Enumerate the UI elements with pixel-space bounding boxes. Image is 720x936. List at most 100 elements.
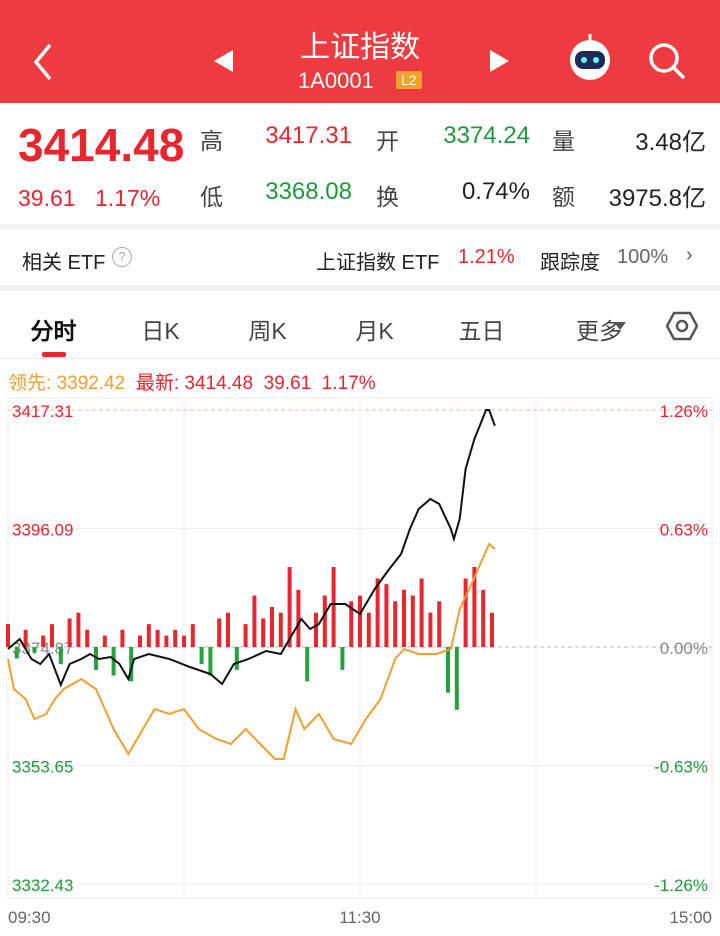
latest-pct: 1.17% [321, 373, 376, 394]
volume-bar [296, 589, 301, 647]
tab-indicator [42, 352, 66, 357]
volume-bar [138, 635, 142, 647]
volume-bar [305, 647, 310, 682]
badge: L2 [396, 71, 422, 89]
volume-bar [67, 618, 72, 647]
tab[interactable]: 分时 [30, 318, 77, 344]
chevron[interactable]: › [686, 244, 693, 266]
volume-bar [331, 567, 336, 647]
stat-value: 3417.31 [265, 122, 352, 149]
volume-bar [402, 589, 406, 647]
stat-value: 3374.24 [443, 122, 530, 149]
more-arrow [614, 322, 626, 330]
help-icon[interactable]: ? [112, 247, 132, 267]
y2-tick-label: 0.63% [660, 521, 708, 540]
track-value: 100% [617, 246, 669, 268]
etf-label: 相关 ETF [22, 252, 106, 274]
volume-bar [446, 647, 450, 693]
volume-bar [190, 624, 195, 647]
etf-pct: 1.21% [458, 246, 515, 268]
y-tick-label: 3417.31 [12, 402, 73, 421]
volume-bar [393, 601, 398, 647]
stat-label: 换 [376, 184, 399, 210]
y-tick-label: 3332.43 [12, 876, 73, 895]
latest-change: 39.61 [263, 373, 312, 394]
volume-bar [314, 612, 318, 647]
tab[interactable]: 周K [248, 318, 287, 344]
stat-value: 3975.8亿 [608, 185, 706, 212]
volume-bar [481, 589, 486, 647]
divider [0, 358, 720, 359]
volume-bar [50, 624, 54, 647]
code: 1A0001 [298, 68, 374, 93]
volume-bar [287, 567, 292, 647]
y2-tick-label: -1.26% [654, 876, 708, 895]
volume-bar [155, 629, 160, 647]
volume-bar [102, 635, 107, 647]
back-button[interactable] [33, 43, 52, 81]
volume-bar [199, 647, 204, 665]
search-button[interactable] [649, 43, 686, 80]
title: 上证指数 [300, 31, 420, 64]
volume-bar [182, 635, 186, 647]
volume-bar [14, 647, 19, 659]
volume-bar [23, 629, 28, 647]
stat-value: 3368.08 [265, 178, 352, 205]
header: 上证指数 1A0001 L2 [0, 0, 720, 103]
volume-bar [340, 647, 345, 670]
volume-bar [252, 595, 257, 647]
x-tick-label: 09:30 [8, 908, 51, 927]
y2-tick-label: 1.26% [660, 402, 708, 421]
volume-bar [164, 635, 169, 647]
stat-label: 开 [376, 128, 399, 154]
volume-bar [261, 618, 266, 647]
y-tick-label: 3396.09 [12, 521, 73, 540]
divider [0, 285, 720, 291]
volume-bar [120, 629, 125, 647]
stat-label: 额 [552, 184, 575, 210]
robot-icon[interactable] [570, 34, 610, 80]
lead-value: 3392.42 [56, 373, 126, 394]
settings-icon[interactable] [666, 310, 698, 342]
volume-bar [454, 647, 459, 710]
etf-name[interactable]: 上证指数 ETF [316, 252, 440, 274]
tab[interactable]: 更多 [576, 318, 622, 344]
volume-bar [76, 612, 81, 647]
volume-bar [349, 601, 354, 647]
volume-bar [129, 647, 134, 682]
tab[interactable]: 月K [355, 318, 394, 344]
stat-value: 3.48亿 [635, 129, 706, 156]
volume-bar [428, 612, 433, 647]
tab[interactable]: 五日 [458, 318, 505, 344]
latest-value: 3414.48 [184, 373, 254, 394]
volume-bar [32, 647, 37, 653]
volume-bar [41, 635, 46, 647]
volume-bar [208, 647, 213, 676]
volume-bar [58, 647, 63, 665]
volume-bar [173, 629, 178, 647]
volume-bar [437, 601, 442, 647]
volume-bar [490, 612, 494, 647]
volume-bar [94, 647, 98, 670]
volume-bar [463, 578, 468, 647]
volume-bar [226, 612, 230, 647]
volume-bar [217, 618, 222, 647]
stat-label: 高 [200, 128, 223, 154]
volume-bar [472, 567, 477, 647]
next-button[interactable] [490, 50, 509, 72]
latest-label: 最新: [135, 373, 180, 394]
volume-bar [6, 624, 10, 647]
y2-tick-label: -0.63% [654, 758, 708, 777]
y2-tick-label: 0.00% [660, 639, 708, 658]
volume-bar [85, 629, 90, 647]
volume-bar [278, 612, 283, 647]
volume-bar [358, 595, 362, 647]
lead-label: 领先: [8, 373, 52, 394]
x-tick-label: 15:00 [669, 908, 712, 927]
stat-label: 低 [200, 184, 223, 210]
prev-button[interactable] [214, 50, 233, 72]
volume-bar [270, 607, 274, 647]
price-line [7, 542, 496, 760]
volume-bar [146, 624, 151, 647]
tab[interactable]: 日K [141, 318, 180, 344]
